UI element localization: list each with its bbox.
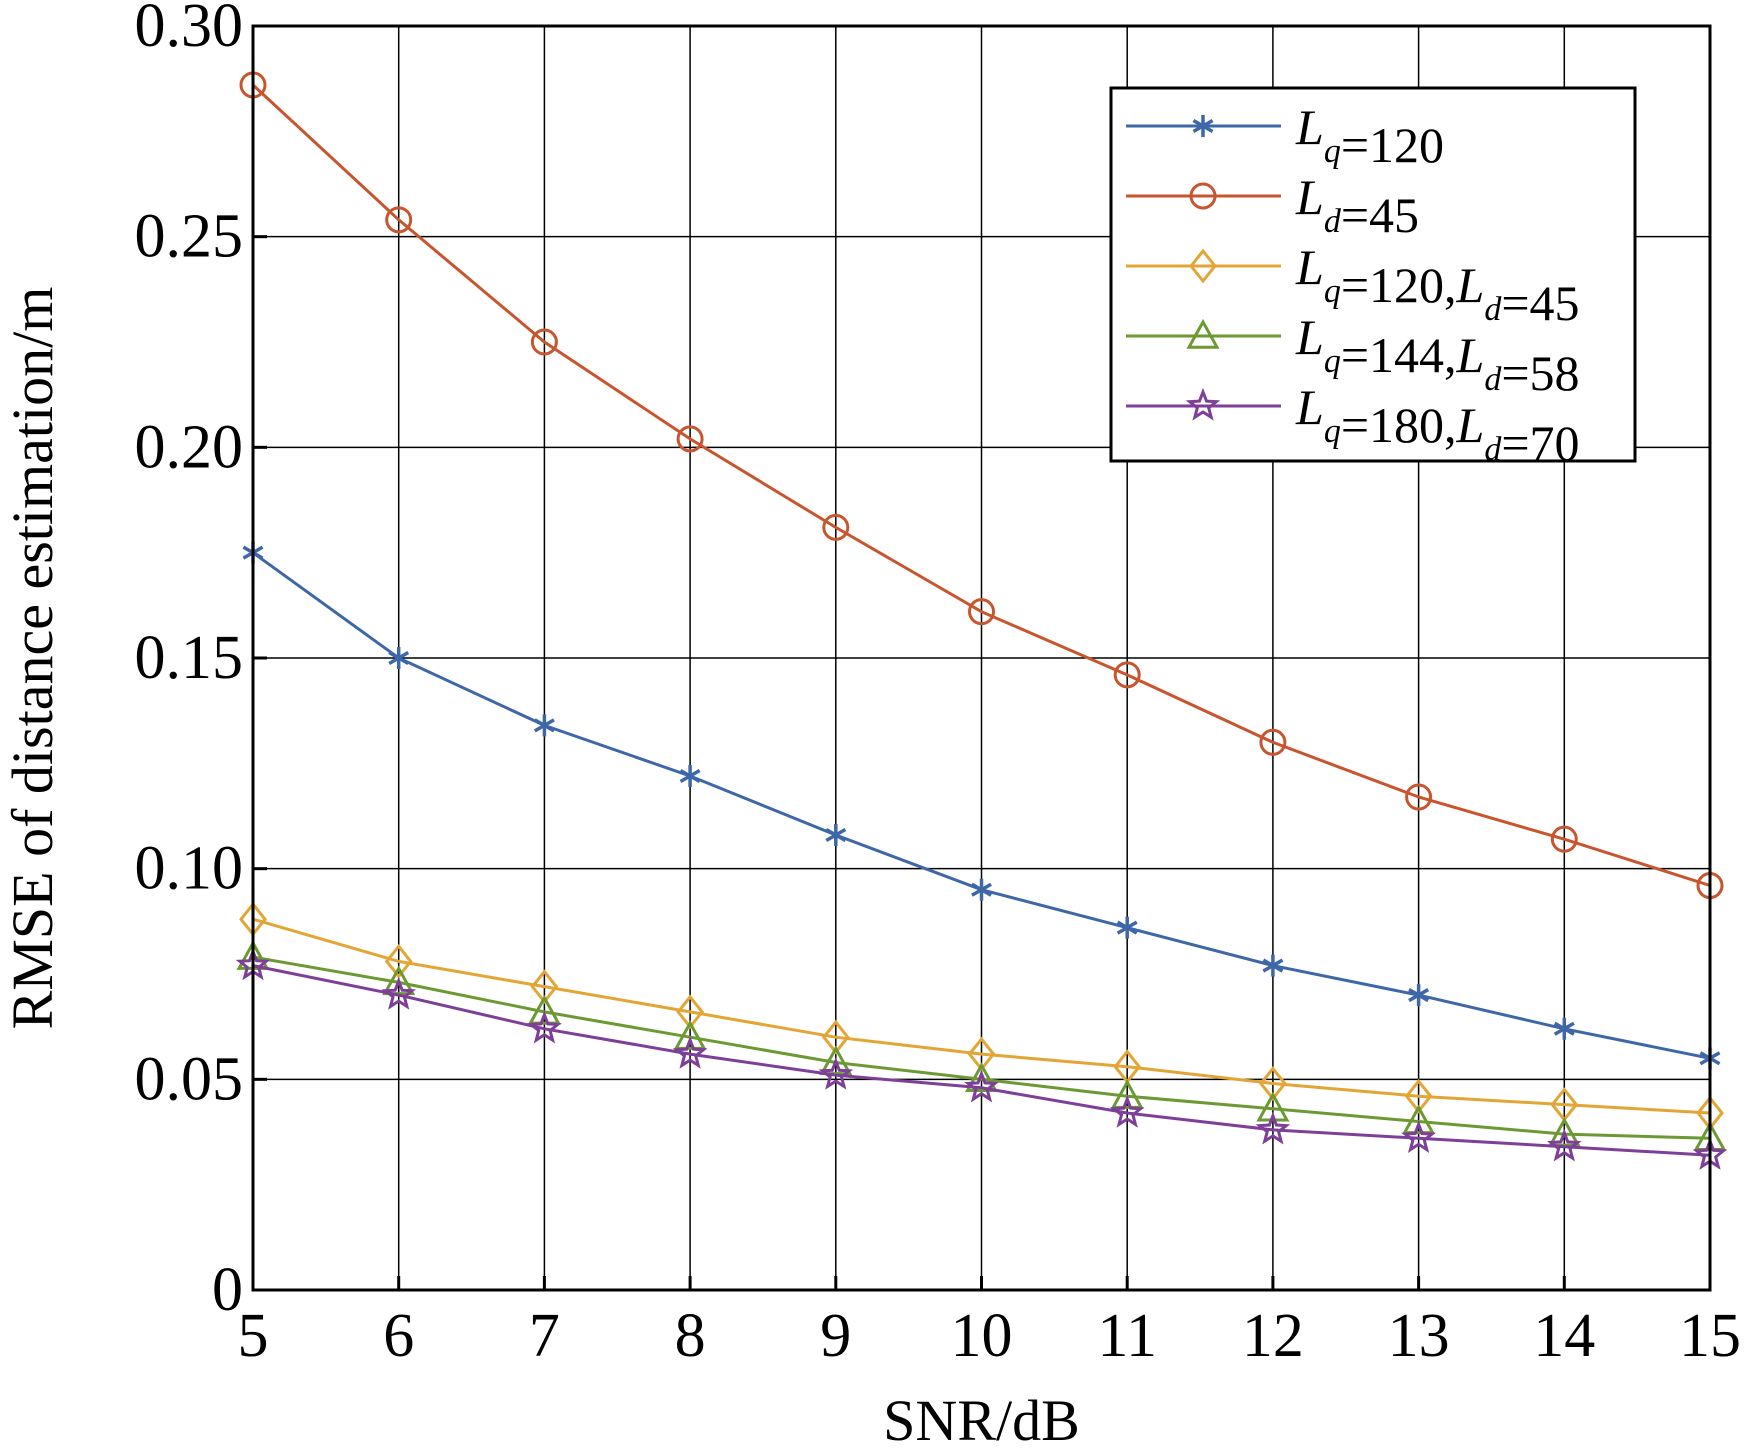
x-tick-label: 9 [820, 1302, 851, 1370]
series-5-point [818, 1056, 854, 1090]
series-3-point [676, 994, 705, 1030]
x-tick-label: 11 [1097, 1302, 1157, 1370]
legend-item: Lq=144,Ld=58 [1126, 309, 1580, 401]
series-5-point [1255, 1111, 1291, 1145]
series-2-point [385, 206, 413, 234]
series-3-point [821, 1019, 850, 1055]
y-tick-label: 0.15 [135, 624, 244, 692]
legend-marker [1192, 115, 1214, 137]
series-2-line [251, 83, 1711, 887]
x-tick-label: 10 [951, 1302, 1013, 1370]
series-2-point [822, 513, 850, 541]
series-5-point [1401, 1120, 1436, 1153]
series-5-point [527, 1010, 562, 1044]
series-2-point [676, 425, 704, 453]
legend-label: Lq=180,Ld=70 [1295, 379, 1580, 471]
series-4-point [964, 1062, 999, 1093]
series-2-point [968, 598, 995, 626]
legend-label: Lq=120 [1295, 99, 1444, 173]
y-tick-label: 0.20 [135, 413, 244, 481]
x-tick-label: 13 [1388, 1302, 1450, 1370]
legend-item: Lq=120 [1126, 99, 1444, 173]
y-tick-label: 0.05 [135, 1045, 244, 1113]
series-3-point [384, 943, 413, 979]
series-5-point [1547, 1128, 1582, 1162]
series-4-point [527, 994, 561, 1025]
series-4-point [1110, 1079, 1144, 1109]
series-3-line [252, 917, 1711, 1115]
series-1-point [1116, 916, 1138, 939]
legend-marker [1189, 248, 1217, 284]
y-axis-label: RMSE of distance estimation/m [0, 287, 65, 1030]
legend: Lq=120Ld=45Lq=120,Ld=45Lq=144,Ld=58Lq=18… [1109, 86, 1637, 471]
series-3-point [1404, 1078, 1433, 1114]
y-tick-label: 0.10 [135, 835, 244, 903]
legend-item: Lq=120,Ld=45 [1126, 239, 1580, 331]
series-5-point [1109, 1094, 1145, 1128]
series-1-point [971, 878, 992, 901]
series-2-point [530, 328, 558, 356]
series-1-point [825, 823, 847, 846]
series-5-point [381, 976, 416, 1010]
y-tick-label: 0.30 [135, 0, 244, 60]
series-4-point [1402, 1104, 1436, 1135]
y-tick-label: 0.25 [135, 203, 244, 271]
x-tick-label: 8 [675, 1302, 706, 1370]
legend-label: Lq=120,Ld=45 [1295, 239, 1580, 331]
x-tick-label: 5 [238, 1302, 269, 1370]
legend-label: Lq=144,Ld=58 [1295, 309, 1580, 401]
ticks [251, 24, 1712, 1292]
series-5-line [252, 964, 1711, 1157]
series-2-point [1405, 783, 1433, 811]
legend-marker [1185, 387, 1221, 421]
x-tick-label: 7 [529, 1302, 560, 1370]
legend-item: Ld=45 [1126, 169, 1419, 243]
series-1-point [533, 714, 555, 737]
tick-labels: 5 6 7 8 9 10 11 12 13 14 15 0 0.05 0.10 0.15 0.20 0.25 0.… [135, 0, 1742, 1370]
legend-item: Lq=180,Ld=70 [1126, 379, 1580, 471]
legend-marker [1186, 318, 1220, 349]
x-axis-label: SNR/dB [883, 1388, 1080, 1448]
series-5-point [964, 1069, 999, 1103]
series-5-point [672, 1035, 708, 1069]
series-3-point [967, 1036, 996, 1072]
series-1-point [679, 764, 701, 787]
series-1-point [1553, 1017, 1575, 1040]
legend-marker [1189, 182, 1217, 210]
series-1-point [1408, 984, 1430, 1007]
series-2-point [1550, 825, 1578, 853]
y-tick-label: 0 [212, 1256, 243, 1324]
series-3-point [530, 969, 559, 1005]
x-tick-label: 15 [1679, 1302, 1741, 1370]
series-1-point [388, 647, 410, 669]
series-4-point [673, 1020, 707, 1050]
series-2-point [1259, 728, 1287, 756]
x-tick-label: 6 [383, 1302, 414, 1370]
series-3-point [1258, 1066, 1287, 1101]
series-4-line [252, 955, 1711, 1140]
x-tick-label: 12 [1242, 1302, 1304, 1370]
legend-label: Ld=45 [1295, 169, 1419, 243]
series-1-point [1262, 954, 1284, 977]
series-2-point [1113, 661, 1141, 689]
x-tick-label: 14 [1533, 1302, 1595, 1370]
series-3 [239, 901, 1724, 1131]
